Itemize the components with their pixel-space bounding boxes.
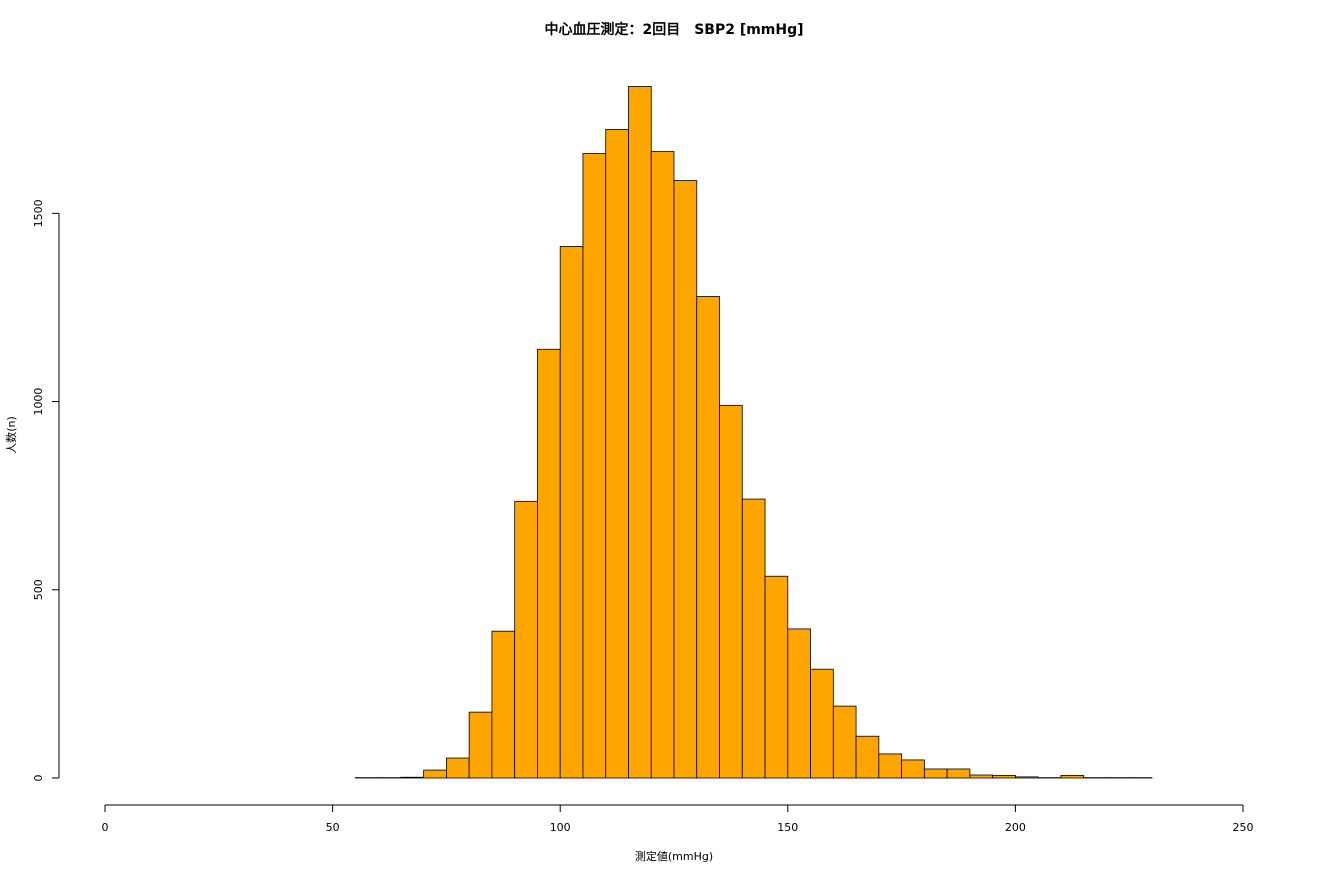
bar	[1015, 776, 1039, 779]
y-tick-label: 1500	[32, 199, 45, 227]
y-tick-label: 0	[32, 775, 45, 782]
x-tick-label: 50	[326, 821, 340, 834]
bar	[1060, 774, 1085, 779]
bar	[400, 776, 425, 779]
bar	[514, 500, 538, 779]
bar	[696, 296, 720, 779]
bar	[582, 153, 607, 779]
bar	[628, 86, 652, 779]
bar	[855, 735, 880, 779]
x-tick-label: 0	[102, 821, 109, 834]
bar	[878, 753, 903, 779]
bar	[787, 628, 811, 779]
bar	[923, 768, 948, 779]
bar	[491, 630, 516, 779]
bar	[764, 575, 789, 779]
bar	[810, 668, 834, 779]
x-tick-label: 250	[1233, 821, 1254, 834]
x-tick-label: 100	[550, 821, 571, 834]
x-tick-label: 200	[1005, 821, 1026, 834]
bar	[605, 128, 629, 779]
bar	[741, 498, 766, 779]
bar	[445, 757, 470, 779]
bar	[969, 774, 994, 779]
bar	[719, 404, 743, 779]
y-axis-label: 人数(n)	[5, 416, 18, 454]
bar	[832, 705, 857, 779]
bar	[537, 348, 561, 779]
bar	[559, 246, 584, 779]
y-tick-label: 500	[32, 579, 45, 600]
bar	[673, 180, 698, 779]
bar	[946, 768, 971, 779]
bar	[992, 774, 1016, 779]
x-axis-label: 測定値(mmHg)	[635, 849, 713, 863]
y-tick-label: 1000	[32, 388, 45, 416]
bar	[423, 769, 447, 779]
bar	[468, 711, 493, 779]
x-tick-label: 150	[777, 821, 798, 834]
bar	[650, 151, 675, 779]
bar	[901, 759, 925, 779]
chart-title: 中心血圧測定：2回目 SBP2 [mmHg]	[544, 21, 803, 38]
